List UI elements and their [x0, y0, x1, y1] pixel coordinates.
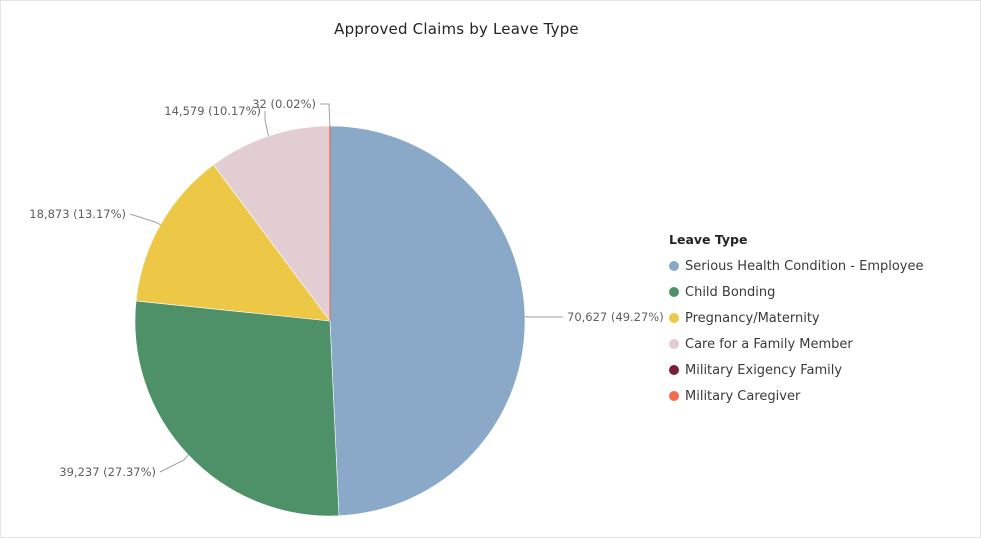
leader-line — [159, 454, 189, 473]
legend-swatch-icon — [669, 313, 679, 323]
leader-line — [320, 103, 331, 127]
legend-label: Military Caregiver — [685, 388, 801, 404]
legend-item[interactable]: Military Caregiver — [669, 383, 924, 409]
legend-label: Care for a Family Member — [685, 336, 853, 352]
legend-swatch-icon — [669, 287, 679, 297]
legend-label: Military Exigency Family — [685, 362, 843, 378]
legend-item[interactable]: Pregnancy/Maternity — [669, 305, 924, 331]
data-label: 32 (0.02%) — [252, 97, 316, 111]
legend-item[interactable]: Serious Health Condition - Employee — [669, 253, 924, 279]
legend-item[interactable]: Military Exigency Family — [669, 357, 924, 383]
leader-line — [129, 213, 161, 226]
pie-slice[interactable] — [134, 300, 340, 517]
legend-swatch-icon — [669, 391, 679, 401]
legend-item[interactable]: Child Bonding — [669, 279, 924, 305]
data-label: 14,579 (10.17%) — [164, 104, 261, 118]
chart-title: Approved Claims by Leave Type — [334, 20, 579, 38]
data-label: 70,627 (49.27%) — [567, 310, 664, 324]
legend: Leave Type Serious Health Condition - Em… — [669, 232, 924, 409]
pie-slice[interactable] — [213, 125, 331, 322]
data-label: 18,873 (13.17%) — [29, 207, 126, 221]
legend-label: Pregnancy/Maternity — [685, 310, 820, 326]
legend-items: Serious Health Condition - Employee Child… — [669, 253, 924, 409]
legend-title: Leave Type — [669, 232, 748, 247]
pie-slice[interactable] — [329, 125, 526, 517]
legend-label: Serious Health Condition - Employee — [685, 258, 924, 274]
leader-line — [264, 111, 269, 137]
legend-label: Child Bonding — [685, 284, 776, 300]
data-label: 39,237 (27.37%) — [59, 465, 156, 479]
legend-swatch-icon — [669, 339, 679, 349]
legend-item[interactable]: Care for a Family Member — [669, 331, 924, 357]
legend-swatch-icon — [669, 261, 679, 271]
legend-swatch-icon — [669, 365, 679, 375]
